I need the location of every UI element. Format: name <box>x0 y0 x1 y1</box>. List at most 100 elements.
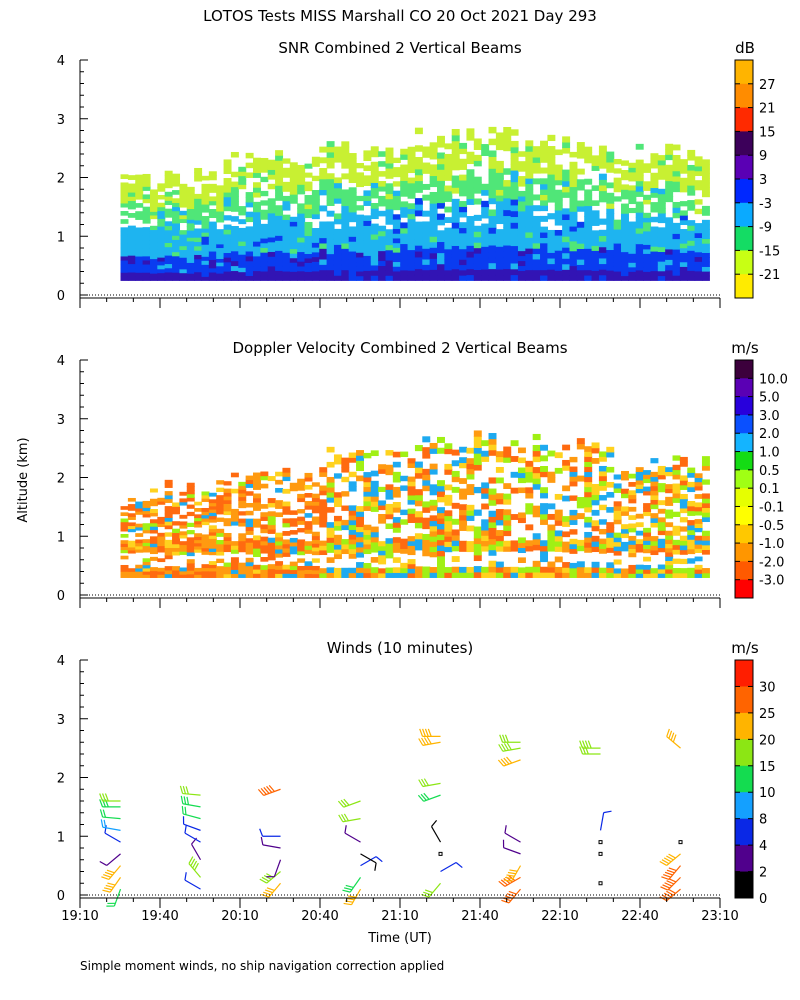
doppler-cell <box>142 558 151 563</box>
doppler-cell <box>459 525 468 531</box>
doppler-cell <box>245 526 254 531</box>
doppler-cell <box>554 520 563 526</box>
doppler-cell <box>356 572 365 578</box>
snr-cell <box>562 219 571 226</box>
snr-cell <box>510 251 519 258</box>
snr-cell <box>679 275 688 281</box>
snr-cell <box>392 275 401 281</box>
doppler-cell <box>348 524 357 530</box>
snr-cell <box>289 253 298 259</box>
snr-cell <box>385 264 394 271</box>
snr-cell <box>672 175 681 182</box>
snr-cell <box>407 275 416 281</box>
snr-cell <box>650 260 659 267</box>
doppler-cell <box>466 510 475 516</box>
doppler-cell <box>584 547 593 553</box>
snr-cell <box>333 177 342 184</box>
snr-cell <box>245 260 254 267</box>
wind-barb-staff <box>183 823 201 831</box>
snr-cell <box>253 192 261 198</box>
snr-cell <box>149 211 158 216</box>
wind-barb-staff <box>666 853 681 866</box>
doppler-cell <box>503 451 512 458</box>
wind-barb-feather <box>500 879 508 886</box>
snr-cell <box>451 140 460 148</box>
snr-cell <box>635 248 644 255</box>
doppler-cell <box>481 535 490 542</box>
snr-cell <box>392 256 401 263</box>
doppler-cell <box>437 517 445 524</box>
doppler-cell <box>297 478 306 484</box>
snr-cell <box>333 218 342 225</box>
snr-cell <box>400 175 409 181</box>
snr-cell <box>437 163 445 170</box>
winds-colorbar-segment <box>735 765 753 793</box>
snr-cell <box>341 146 350 153</box>
snr-cell <box>297 179 306 185</box>
snr-cell <box>319 242 328 249</box>
doppler-cell <box>400 509 409 516</box>
wind-barb-feather <box>504 734 509 743</box>
snr-cell <box>437 169 445 176</box>
snr-cell <box>208 221 217 227</box>
doppler-cell <box>672 549 681 555</box>
doppler-cell <box>459 514 468 521</box>
snr-cell <box>414 162 423 170</box>
snr-cell <box>164 263 173 269</box>
doppler-cell <box>584 446 593 452</box>
snr-colorbar-segment <box>735 131 753 156</box>
snr-cell <box>547 174 556 181</box>
wind-barb-feather <box>666 869 675 874</box>
doppler-cell <box>488 499 497 506</box>
doppler-cell <box>495 530 504 536</box>
snr-cell <box>385 162 394 169</box>
snr-colorbar-label: 9 <box>759 149 767 164</box>
snr-cell <box>687 149 696 156</box>
snr-cell <box>540 167 549 174</box>
snr-cell <box>429 142 438 149</box>
doppler-cell <box>488 488 497 495</box>
doppler-cell <box>223 540 232 545</box>
doppler-cell <box>672 483 681 489</box>
doppler-cell <box>282 488 291 494</box>
doppler-cell <box>694 477 703 483</box>
snr-cell <box>643 194 652 200</box>
snr-cell <box>216 236 225 241</box>
wind-barb-feather <box>423 737 429 745</box>
doppler-cell <box>194 548 203 553</box>
snr-cell <box>238 267 247 273</box>
wind-barb-feather <box>508 890 517 895</box>
wind-barb-feather <box>663 892 672 898</box>
snr-cell <box>157 257 166 262</box>
doppler-cell <box>473 436 482 443</box>
winds-colorbar-label: 30 <box>759 680 776 695</box>
snr-cell <box>230 265 239 272</box>
doppler-cell <box>488 494 497 501</box>
snr-cell <box>223 205 232 212</box>
snr-cell <box>495 200 504 207</box>
snr-cell <box>606 228 615 235</box>
doppler-cell <box>260 569 269 574</box>
doppler-cell <box>598 519 607 525</box>
doppler-cell <box>525 540 534 547</box>
snr-cell <box>422 242 431 249</box>
snr-cell <box>120 190 129 196</box>
snr-cell <box>517 240 526 247</box>
snr-cell <box>547 157 556 164</box>
snr-cell <box>606 167 615 173</box>
snr-cell <box>562 191 571 198</box>
snr-cell <box>149 262 158 267</box>
doppler-cell <box>488 449 497 456</box>
snr-cell <box>643 217 652 223</box>
snr-cell <box>186 273 195 278</box>
doppler-cell <box>172 569 181 575</box>
doppler-cell <box>333 553 342 560</box>
doppler-cell <box>437 485 445 492</box>
wind-barb-feather <box>509 869 518 872</box>
snr-cell <box>657 227 666 233</box>
snr-cell <box>186 212 195 217</box>
snr-cell <box>311 161 320 167</box>
doppler-cell <box>598 504 607 511</box>
snr-cell <box>326 151 335 158</box>
doppler-cell <box>179 521 188 526</box>
